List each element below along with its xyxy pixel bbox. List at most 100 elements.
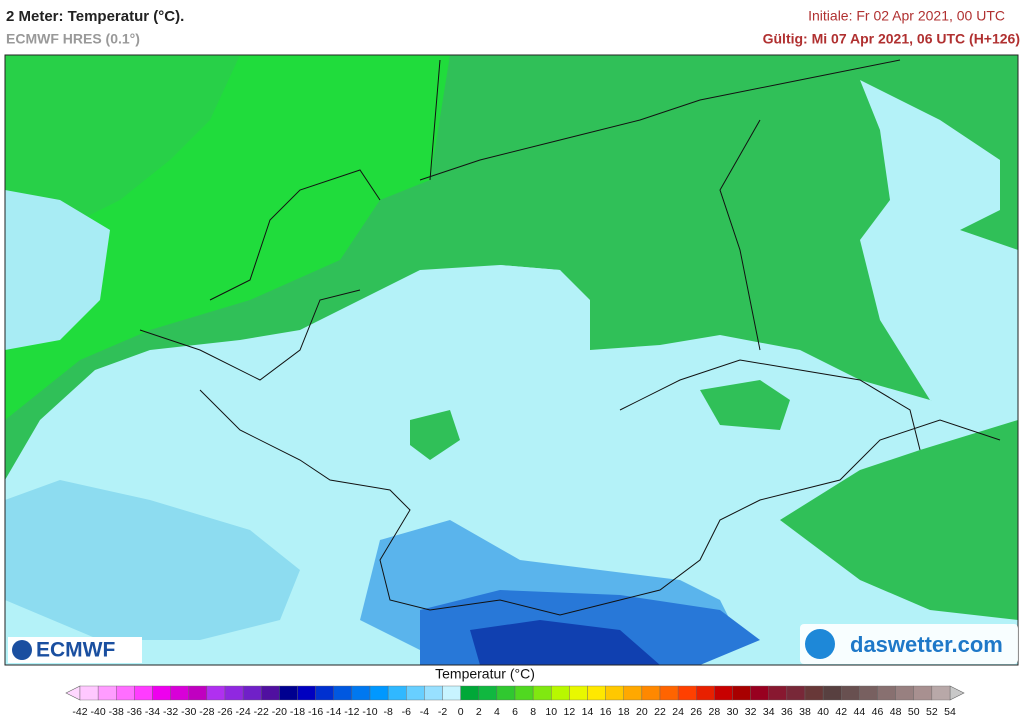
colorbar-swatch: [134, 685, 153, 701]
colorbar-tick-label: 42: [835, 706, 847, 718]
colorbar-swatch: [369, 685, 389, 701]
colorbar-high: [949, 685, 965, 701]
colorbar-swatch: [442, 685, 461, 701]
ecmwf-logo: ECMWF: [8, 637, 142, 663]
colorbar-swatch: [478, 685, 498, 701]
colorbar-swatch: [333, 685, 353, 701]
colorbar-swatch: [822, 685, 842, 701]
colorbar-tick-label: 40: [817, 706, 829, 718]
colorbar-swatch: [514, 685, 534, 701]
colorbar-tick-label: 54: [944, 706, 956, 718]
colorbar-swatch: [877, 685, 896, 701]
colorbar-tick-label: -10: [362, 706, 377, 718]
colorbar-tick-label: 50: [908, 706, 920, 718]
colorbar-swatch: [351, 685, 371, 701]
colorbar-tick-label: -20: [272, 706, 287, 718]
colorbar-swatch: [587, 685, 606, 701]
colorbar-tick-label: -12: [344, 706, 359, 718]
colorbar-tick-label: 16: [600, 706, 612, 718]
colorbar-tick-label: 10: [545, 706, 557, 718]
colorbar-tick-label: -22: [254, 706, 269, 718]
colorbar-swatch: [859, 685, 878, 701]
colorbar-swatch: [569, 685, 588, 701]
colorbar-tick-label: -36: [127, 706, 142, 718]
colorbar: -42 -40 -38 -36 -34 -32 -30 -28 -26 -24 -22 -20 -18-…: [65, 685, 965, 718]
colorbar-tick-label: -32: [163, 706, 178, 718]
colorbar-tick-label: 34: [763, 706, 775, 718]
colorbar-swatch: [750, 685, 769, 701]
init-time: Initiale: Fr 02 Apr 2021, 00 UTC: [808, 8, 1005, 24]
colorbar-tick-label: -40: [91, 706, 106, 718]
colorbar-swatch: [913, 685, 933, 701]
colorbar-low: [65, 685, 81, 701]
colorbar-swatch: [297, 685, 316, 701]
colorbar-tick-label: 52: [926, 706, 938, 718]
colorbar-swatch: [97, 685, 117, 701]
colorbar-tick-label: -42: [72, 706, 87, 718]
colorbar-swatch: [224, 685, 244, 701]
colorbar-tick-label: -28: [199, 706, 214, 718]
colorbar-tick-label: 44: [854, 706, 866, 718]
colorbar-swatch: [206, 685, 226, 701]
colorbar-swatch: [242, 685, 262, 701]
colorbar-swatch: [551, 685, 570, 701]
colorbar-tick-label: 8: [530, 706, 536, 718]
colorbar-swatch: [732, 685, 751, 701]
colorbar-tick-label: 30: [727, 706, 739, 718]
colorbar-swatch: [714, 685, 733, 701]
colorbar-tick-label: -14: [326, 706, 341, 718]
colorbar-swatch: [460, 685, 479, 701]
colorbar-tick-label: 48: [890, 706, 902, 718]
colorbar-swatch: [261, 685, 280, 701]
subtitle: ECMWF HRES (0.1°): [6, 31, 140, 47]
colorbar-swatch: [768, 685, 788, 701]
colorbar-tick-label: -38: [109, 706, 124, 718]
colorbar-tick-label: 6: [512, 706, 518, 718]
colorbar-tick-label: 46: [872, 706, 884, 718]
colorbar-tick-label: 36: [781, 706, 793, 718]
colorbar-swatch: [841, 685, 860, 701]
colorbar-swatch: [659, 685, 679, 701]
ecmwf-text: ECMWF: [36, 639, 115, 662]
colorbar-tick-label: 4: [494, 706, 500, 718]
colorbar-tick-label: 2: [476, 706, 482, 718]
colorbar-swatch: [786, 685, 806, 701]
colorbar-swatch: [677, 685, 697, 701]
colorbar-tick-label: -4: [420, 706, 429, 718]
colorbar-tick-label: -24: [236, 706, 251, 718]
colorbar-tick-label: -30: [181, 706, 196, 718]
colorbar-tick-label: -26: [217, 706, 232, 718]
colorbar-tick-label: -18: [290, 706, 305, 718]
colorbar-tick-label: 18: [618, 706, 630, 718]
colorbar-tick-label: 12: [564, 706, 576, 718]
legend-title: Temperatur (°C): [435, 666, 535, 682]
colorbar-swatch: [116, 685, 135, 701]
colorbar-swatch: [804, 685, 824, 701]
colorbar-tick-label: 28: [709, 706, 721, 718]
daswetter-logo: daswetter.com: [800, 624, 1018, 664]
colorbar-tick-label: 32: [745, 706, 757, 718]
colorbar-tick-label: -6: [402, 706, 411, 718]
colorbar-tick-label: -2: [438, 706, 447, 718]
colorbar-tick-label: -16: [308, 706, 323, 718]
colorbar-swatch: [496, 685, 516, 701]
colorbar-swatch: [641, 685, 661, 701]
colorbar-tick-label: 22: [654, 706, 666, 718]
valid-time: Gültig: Mi 07 Apr 2021, 06 UTC (H+126): [763, 31, 1020, 47]
colorbar-tick-label: 20: [636, 706, 648, 718]
map: [4, 54, 1019, 666]
colorbar-swatch: [152, 685, 171, 701]
colorbar-tick-label: 38: [799, 706, 811, 718]
colorbar-tick-label: -8: [383, 706, 392, 718]
colorbar-tick-label: -34: [145, 706, 160, 718]
colorbar-swatch: [188, 685, 208, 701]
colorbar-swatch: [424, 685, 443, 701]
colorbar-swatch: [623, 685, 643, 701]
colorbar-swatch: [315, 685, 334, 701]
colorbar-swatch: [532, 685, 552, 701]
colorbar-swatch: [387, 685, 407, 701]
colorbar-swatch: [170, 685, 189, 701]
title: 2 Meter: Temperatur (°C).: [6, 8, 184, 25]
daswetter-text: daswetter.com: [850, 632, 1003, 657]
